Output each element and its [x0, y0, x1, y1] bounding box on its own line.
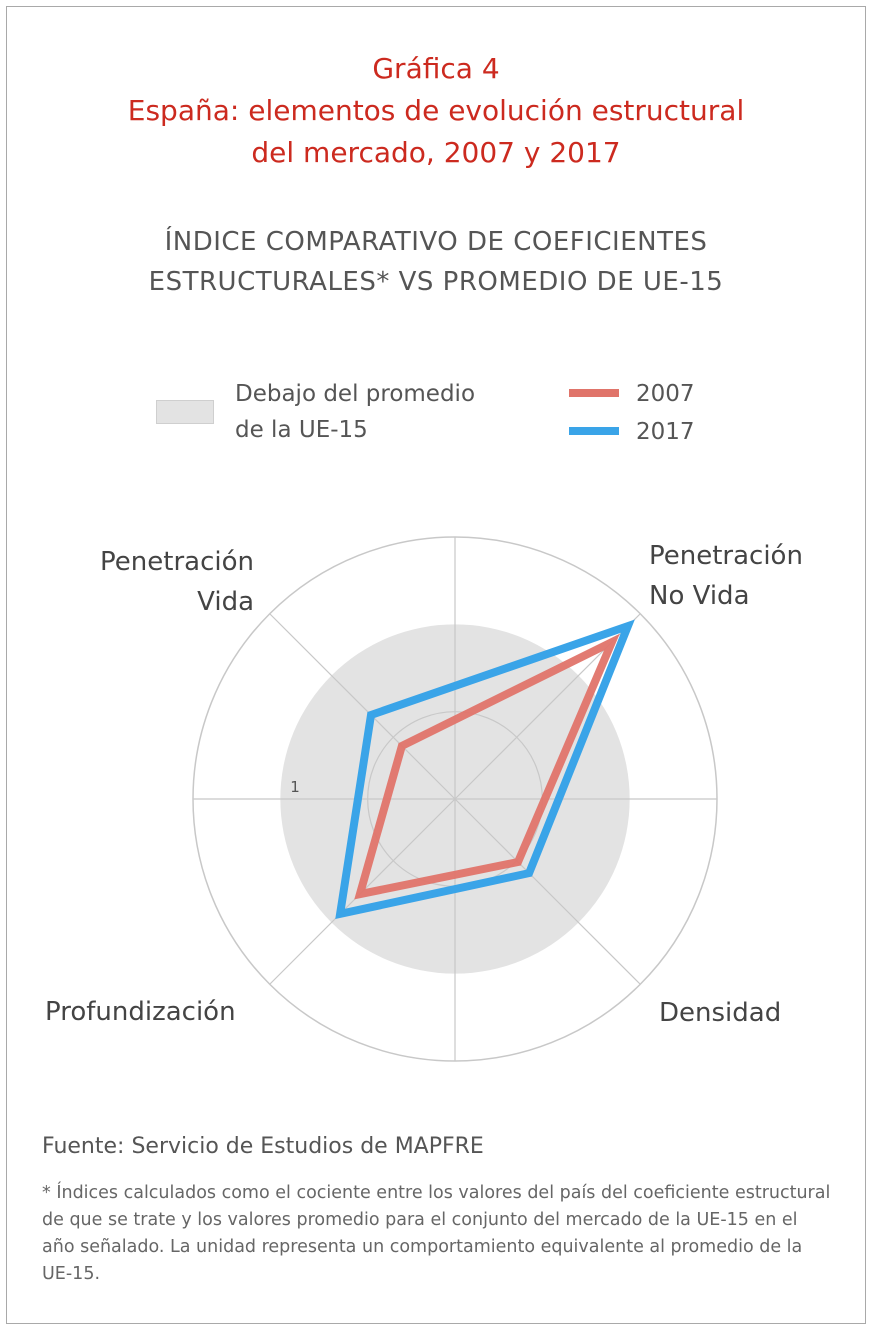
source-note: Fuente: Servicio de Estudios de MAPFRE	[42, 1134, 484, 1159]
reference-value-label: 1	[290, 778, 300, 796]
title-line-3: del mercado, 2007 y 2017	[251, 136, 621, 169]
radar-axis-1	[269, 613, 456, 800]
legend-2017-label: 2017	[636, 419, 695, 445]
chart-subtitle: ÍNDICE COMPARATIVO DE COEFICIENTES ESTRU…	[0, 222, 872, 302]
legend-below-average-line-2: de la UE-15	[235, 417, 368, 443]
axis-label-novida-line-2: No Vida	[649, 581, 750, 611]
axis-label-vida-line-2: Vida	[197, 587, 254, 617]
series-line-2017	[335, 619, 635, 920]
axis-label-penetracion-no-vida: Penetración No Vida	[649, 536, 803, 616]
legend-below-average-line-1: Debajo del promedio	[235, 381, 476, 407]
legend-2017-swatch	[569, 427, 619, 435]
legend-below-average-label: Debajo del promedio de la UE-15	[235, 376, 475, 448]
footnote: * Índices calculados como el cociente en…	[42, 1183, 831, 1284]
axis-label-densidad: Densidad	[659, 998, 782, 1028]
subtitle-line-1: ÍNDICE COMPARATIVO DE COEFICIENTES	[164, 227, 708, 257]
axis-label-penetracion-vida: Penetración Vida	[86, 542, 254, 622]
axis-label-profundizacion: Profundización	[45, 997, 236, 1027]
series-line-2007	[354, 633, 620, 900]
legend-2007-label: 2007	[636, 381, 695, 407]
axis-label-vida-line-1: Penetración	[100, 547, 254, 577]
radar-axis-3	[454, 798, 641, 985]
title-line-1: Gráfica 4	[372, 52, 500, 85]
chart-title: Gráfica 4 España: elementos de evolución…	[0, 48, 872, 174]
legend-below-average-swatch	[156, 400, 214, 424]
title-line-2: España: elementos de evolución estructur…	[127, 94, 745, 127]
axis-label-novida-line-1: Penetración	[649, 541, 803, 571]
legend-2007-swatch	[569, 389, 619, 397]
subtitle-line-2: ESTRUCTURALES* VS PROMEDIO DE UE-15	[148, 267, 724, 297]
